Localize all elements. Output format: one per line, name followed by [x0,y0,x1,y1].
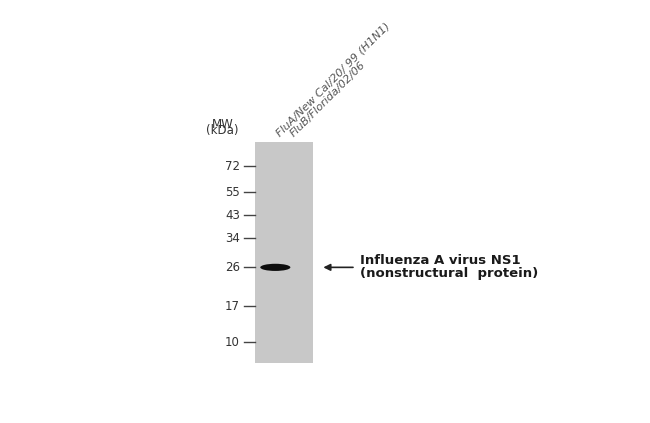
Text: 55: 55 [225,186,240,199]
Text: MW: MW [211,118,233,131]
Text: 34: 34 [225,231,240,244]
Text: 43: 43 [225,209,240,222]
Text: 26: 26 [225,261,240,274]
Text: 17: 17 [225,300,240,313]
Text: FluA/New Cal/20/ 99 (H1N1): FluA/New Cal/20/ 99 (H1N1) [274,21,392,139]
Bar [255,142,313,363]
Text: 10: 10 [225,336,240,349]
Text: FluB/Florida/02/06: FluB/Florida/02/06 [288,60,367,139]
Text: 72: 72 [225,160,240,173]
Text: (kDa): (kDa) [206,124,239,137]
Text: Influenza A virus NS1: Influenza A virus NS1 [360,254,521,267]
Ellipse shape [260,264,291,271]
Text: (nonstructural  protein): (nonstructural protein) [360,267,538,280]
